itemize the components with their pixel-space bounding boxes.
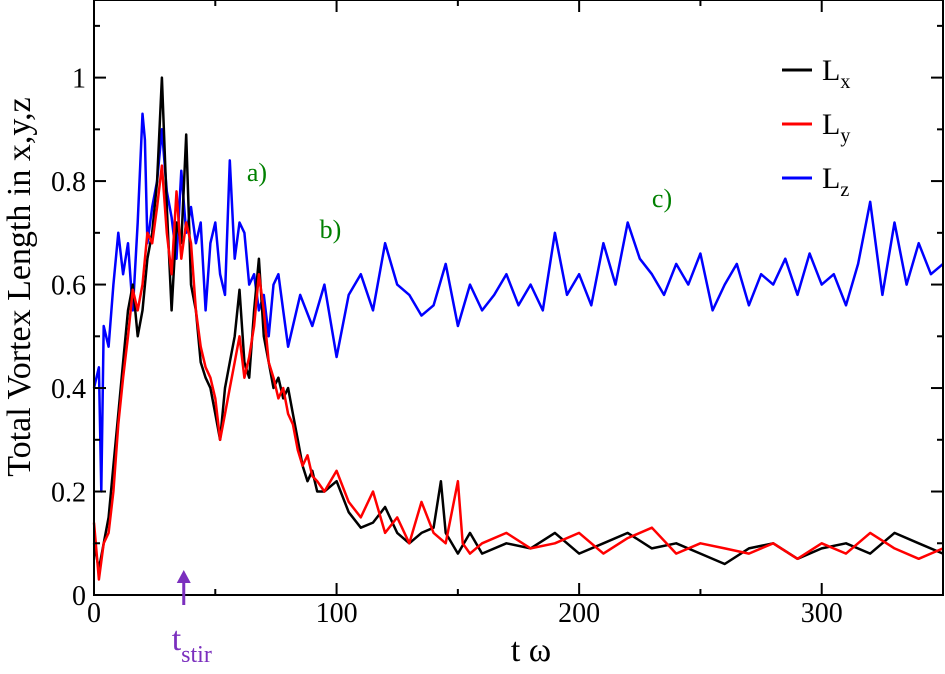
plot-background <box>94 0 943 595</box>
annotation-label: a) <box>247 158 267 187</box>
legend-label-lx-name: L <box>822 54 840 87</box>
series-layer <box>92 76 944 581</box>
t-stir-label-main: t <box>172 621 182 658</box>
t-stir-marker: tstir <box>172 570 212 668</box>
x-tick-label: 100 <box>316 598 358 629</box>
y-tick-label: 0.8 <box>51 167 86 198</box>
x-tick-label: 300 <box>801 598 843 629</box>
legend-label-lx-sub: x <box>840 71 850 93</box>
x-tick-label: 200 <box>558 598 600 629</box>
legend-entry-lz: Lz <box>782 162 849 201</box>
t-stir-arrow-icon <box>176 570 191 583</box>
legend-label-ly: Ly <box>822 108 850 147</box>
annotations-layer: a) b) c) <box>247 158 672 244</box>
y-tick-label: 0.6 <box>51 271 86 302</box>
legend: Lx Ly Lz <box>782 54 850 201</box>
annotation-label: c) <box>652 184 672 213</box>
legend-label-ly-name: L <box>822 108 840 141</box>
legend-entry-ly: Ly <box>782 108 850 147</box>
series-line-lx <box>92 76 944 571</box>
x-tick-label: 0 <box>87 598 101 629</box>
ticks-layer: 0 100 200 300 0 0.2 0.4 0.6 0.8 1 <box>51 0 943 629</box>
series-line-lz <box>92 112 944 493</box>
legend-entry-lx: Lx <box>782 54 850 93</box>
y-tick-label: 0 <box>72 581 86 612</box>
y-tick-label: 0.2 <box>51 478 86 509</box>
legend-label-lz-sub: z <box>840 179 849 201</box>
t-stir-label: tstir <box>172 621 212 668</box>
legend-label-lx: Lx <box>822 54 850 93</box>
legend-label-ly-sub: y <box>840 125 850 147</box>
y-tick-label: 0.4 <box>51 374 86 405</box>
legend-label-lz-name: L <box>822 162 840 195</box>
legend-label-lz: Lz <box>822 162 849 201</box>
annotation-label: b) <box>320 215 342 244</box>
t-stir-label-sub: stir <box>181 642 212 668</box>
y-tick-label: 1 <box>72 64 86 95</box>
y-axis-label: Total Vortex Length in x,y,z <box>1 97 38 476</box>
series-line-ly <box>92 164 944 581</box>
x-axis-label: t ω <box>511 632 551 669</box>
plot-frame <box>93 0 944 596</box>
